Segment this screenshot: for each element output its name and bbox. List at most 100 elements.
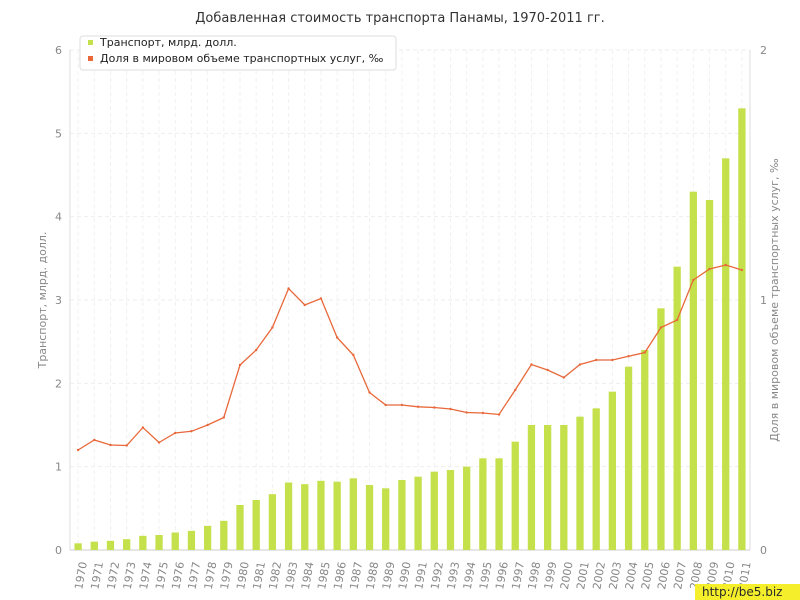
watermark-link[interactable]: http://be5.biz — [702, 585, 782, 599]
x-tick-label: 1992 — [428, 561, 446, 591]
bar[interactable] — [365, 485, 374, 550]
line-point[interactable] — [93, 438, 96, 442]
x-tick-label: 1975 — [153, 561, 171, 591]
line-point[interactable] — [465, 411, 468, 414]
bar[interactable] — [527, 425, 536, 550]
bar[interactable] — [608, 391, 617, 550]
line-point[interactable] — [400, 403, 404, 407]
line-point[interactable] — [514, 388, 517, 392]
line-point[interactable] — [303, 303, 306, 307]
legend[interactable]: Транспорт, млрд. долл. Доля в мировом об… — [79, 35, 397, 71]
y-axis-label: Транспорт, млрд. долл. — [36, 232, 49, 370]
watermark[interactable]: http://be5.biz — [695, 584, 800, 600]
line-point[interactable] — [384, 403, 387, 407]
line-point[interactable] — [174, 431, 177, 435]
legend-item-bars[interactable]: Транспорт, млрд. долл. — [99, 36, 237, 49]
line-path[interactable] — [77, 264, 743, 451]
bar[interactable] — [74, 543, 82, 550]
x-tick-label: 1995 — [477, 561, 495, 591]
line-point[interactable] — [594, 358, 598, 362]
line-point[interactable] — [222, 416, 226, 419]
line-point[interactable] — [724, 263, 727, 267]
bar[interactable] — [657, 308, 665, 550]
line-point[interactable] — [206, 423, 209, 427]
line-point[interactable] — [368, 391, 371, 394]
line-point[interactable] — [141, 426, 145, 429]
line-point[interactable] — [481, 411, 485, 415]
x-tick-label: 2010 — [720, 561, 738, 591]
line-point[interactable] — [125, 444, 128, 447]
bar[interactable] — [430, 471, 438, 550]
bar[interactable] — [495, 458, 503, 550]
bar[interactable] — [592, 408, 600, 550]
line-point[interactable] — [319, 297, 323, 300]
bar[interactable] — [317, 480, 325, 550]
x-tick-label: 1990 — [396, 561, 414, 591]
line-point[interactable] — [254, 348, 258, 352]
bar[interactable] — [155, 535, 163, 550]
bar[interactable] — [123, 539, 131, 550]
legend-item-line[interactable]: Доля в мировом объеме транспортных услуг… — [100, 52, 384, 65]
bar[interactable] — [187, 530, 196, 550]
line-point[interactable] — [109, 443, 112, 447]
bar[interactable] — [576, 416, 584, 550]
bar[interactable] — [220, 520, 228, 550]
line-point[interactable] — [76, 448, 80, 452]
line-point[interactable] — [190, 430, 193, 433]
bar[interactable] — [349, 478, 357, 550]
line-point[interactable] — [157, 441, 161, 444]
bar[interactable] — [236, 505, 244, 550]
bar[interactable] — [203, 525, 212, 550]
bar[interactable] — [624, 366, 633, 550]
bar[interactable] — [738, 108, 746, 550]
bar[interactable] — [543, 425, 552, 550]
bar[interactable] — [463, 466, 471, 550]
line-point[interactable] — [271, 326, 274, 329]
line-point[interactable] — [708, 267, 711, 271]
x-tick-label: 2006 — [655, 561, 673, 591]
bar[interactable] — [641, 350, 649, 550]
bar[interactable] — [139, 535, 147, 550]
line-point[interactable] — [611, 358, 614, 362]
line-point[interactable] — [238, 363, 242, 367]
line-point[interactable] — [546, 368, 549, 372]
line-point[interactable] — [578, 363, 582, 366]
line-point[interactable] — [449, 407, 452, 411]
line-point[interactable] — [659, 326, 663, 329]
line-point[interactable] — [335, 336, 339, 339]
bar[interactable] — [284, 482, 293, 551]
line-point[interactable] — [497, 413, 501, 416]
bar[interactable] — [479, 458, 487, 550]
bar[interactable] — [446, 470, 455, 550]
bar[interactable] — [382, 488, 390, 550]
bar[interactable] — [333, 481, 341, 550]
bar[interactable] — [511, 441, 519, 550]
bar[interactable] — [560, 425, 568, 550]
line-point[interactable] — [352, 353, 355, 357]
bar[interactable] — [398, 480, 406, 550]
line-point[interactable] — [740, 268, 744, 272]
line-point[interactable] — [433, 406, 436, 409]
line-point[interactable] — [643, 351, 646, 354]
line-point[interactable] — [675, 318, 679, 322]
bar[interactable] — [268, 494, 277, 550]
line-point[interactable] — [627, 355, 630, 358]
bar[interactable] — [301, 484, 309, 550]
x-tick-label: 2011 — [736, 561, 754, 591]
bar[interactable] — [171, 532, 179, 551]
bar[interactable] — [90, 541, 98, 550]
bar[interactable] — [106, 540, 115, 550]
bar[interactable] — [414, 476, 422, 550]
line-point[interactable] — [416, 405, 420, 408]
bar[interactable] — [689, 191, 697, 550]
x-tick-label: 2001 — [574, 561, 592, 591]
bar[interactable] — [705, 200, 714, 550]
bar[interactable] — [252, 500, 260, 550]
line-point[interactable] — [530, 363, 533, 366]
bar[interactable] — [673, 266, 681, 550]
line-point[interactable] — [692, 278, 695, 282]
line-point[interactable] — [562, 376, 566, 379]
bar[interactable] — [722, 158, 730, 551]
line-point[interactable] — [287, 287, 290, 290]
